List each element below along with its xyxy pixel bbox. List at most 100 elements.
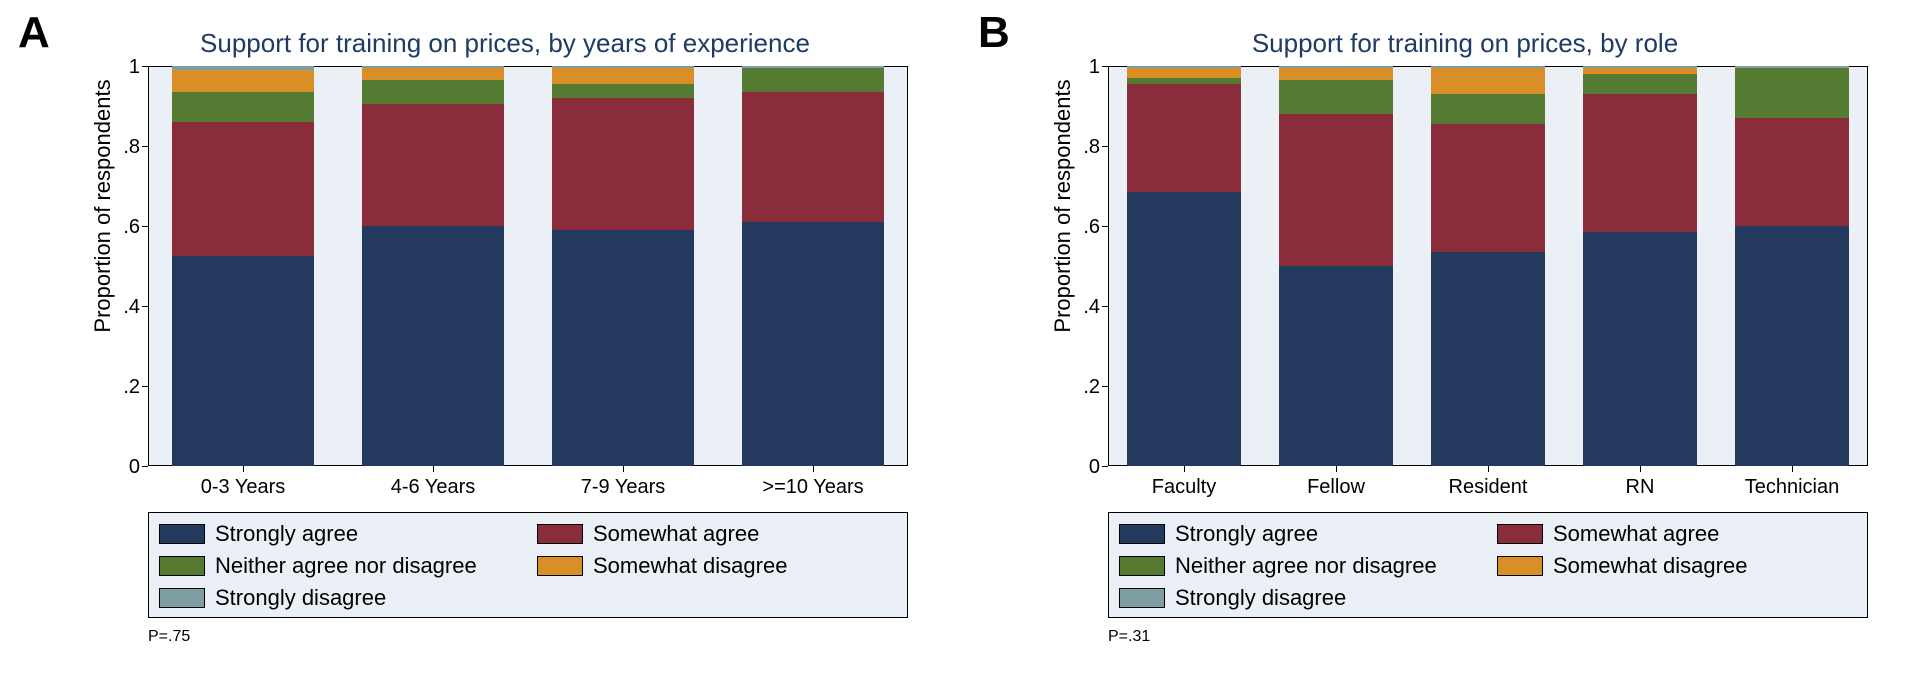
bar-segment bbox=[362, 104, 505, 226]
bar-segment bbox=[552, 230, 695, 466]
bar-segment bbox=[362, 80, 505, 104]
x-category-label: 0-3 Years bbox=[148, 476, 338, 499]
y-tick-label: .4 bbox=[1068, 296, 1100, 319]
y-tick-mark bbox=[1102, 466, 1108, 467]
bar-segment bbox=[362, 68, 505, 80]
bar-segment bbox=[742, 92, 885, 222]
x-category-label: Resident bbox=[1412, 476, 1564, 499]
bar bbox=[1279, 66, 1393, 466]
bar bbox=[552, 66, 695, 466]
y-tick-label: 1 bbox=[108, 56, 140, 79]
y-tick-label: .4 bbox=[108, 296, 140, 319]
legend-item: Neither agree nor disagree bbox=[1119, 553, 1479, 579]
legend-swatch bbox=[1119, 524, 1165, 544]
figure-row: A Support for training on prices, by yea… bbox=[0, 0, 1920, 697]
bar bbox=[172, 66, 315, 466]
legend-label: Strongly agree bbox=[215, 521, 358, 547]
x-tick-mark bbox=[1640, 466, 1641, 472]
panel-B: Support for training on prices, by roleP… bbox=[1030, 16, 1900, 656]
legend: Strongly agree Somewhat agree Neither agre… bbox=[1108, 512, 1868, 618]
y-tick-label: 0 bbox=[108, 456, 140, 479]
x-tick-mark bbox=[1792, 466, 1793, 472]
bar bbox=[1583, 66, 1697, 466]
panel-A-letter: A bbox=[18, 8, 50, 58]
bar-segment bbox=[1431, 124, 1545, 252]
y-tick-mark bbox=[142, 386, 148, 387]
x-category-label: Fellow bbox=[1260, 476, 1412, 499]
bar bbox=[362, 66, 505, 466]
y-tick-mark bbox=[142, 306, 148, 307]
x-tick-mark bbox=[813, 466, 814, 472]
legend-swatch bbox=[537, 524, 583, 544]
y-tick-label: 0 bbox=[1068, 456, 1100, 479]
legend-item: Strongly agree bbox=[159, 521, 519, 547]
bar-segment bbox=[1127, 84, 1241, 192]
bar-segment bbox=[1127, 192, 1241, 466]
bar-segment bbox=[1583, 232, 1697, 466]
bar-segment bbox=[552, 68, 695, 84]
legend: Strongly agree Somewhat agree Neither agre… bbox=[148, 512, 908, 618]
legend-label: Somewhat agree bbox=[1553, 521, 1719, 547]
legend-label: Strongly agree bbox=[1175, 521, 1318, 547]
x-tick-mark bbox=[1488, 466, 1489, 472]
y-tick-label: .8 bbox=[1068, 136, 1100, 159]
legend-label: Strongly disagree bbox=[215, 585, 386, 611]
x-category-label: 4-6 Years bbox=[338, 476, 528, 499]
bar-segment bbox=[1279, 68, 1393, 80]
y-tick-label: .6 bbox=[1068, 216, 1100, 239]
legend-item: Somewhat disagree bbox=[1497, 553, 1857, 579]
bar-segment bbox=[1279, 80, 1393, 114]
y-tick-mark bbox=[142, 466, 148, 467]
bar-segment bbox=[172, 122, 315, 256]
y-tick-label: 1 bbox=[1068, 56, 1100, 79]
y-tick-label: .6 bbox=[108, 216, 140, 239]
legend-item: Strongly disagree bbox=[159, 585, 519, 611]
panel-B-wrap: B Support for training on prices, by rol… bbox=[960, 0, 1920, 697]
y-tick-mark bbox=[142, 66, 148, 67]
bar bbox=[1431, 66, 1545, 466]
bar-segment bbox=[1735, 226, 1849, 466]
bar bbox=[742, 66, 885, 466]
chart-title: Support for training on prices, by role bbox=[1030, 28, 1900, 59]
y-tick-mark bbox=[142, 226, 148, 227]
legend-item: Somewhat disagree bbox=[537, 553, 897, 579]
legend-item: Strongly disagree bbox=[1119, 585, 1479, 611]
x-tick-mark bbox=[243, 466, 244, 472]
bar bbox=[1127, 66, 1241, 466]
legend-label: Somewhat disagree bbox=[593, 553, 787, 579]
legend-label: Somewhat disagree bbox=[1553, 553, 1747, 579]
y-tick-mark bbox=[1102, 226, 1108, 227]
legend-item: Somewhat agree bbox=[537, 521, 897, 547]
bar-segment bbox=[552, 98, 695, 230]
x-category-label: Technician bbox=[1716, 476, 1868, 499]
bar-segment bbox=[1735, 68, 1849, 118]
legend-label: Neither agree nor disagree bbox=[1175, 553, 1437, 579]
y-tick-mark bbox=[1102, 306, 1108, 307]
y-tick-mark bbox=[1102, 386, 1108, 387]
legend-label: Strongly disagree bbox=[1175, 585, 1346, 611]
y-tick-mark bbox=[1102, 66, 1108, 67]
legend-swatch bbox=[1497, 556, 1543, 576]
x-tick-mark bbox=[1336, 466, 1337, 472]
bar-segment bbox=[1279, 266, 1393, 466]
x-category-label: >=10 Years bbox=[718, 476, 908, 499]
x-tick-mark bbox=[623, 466, 624, 472]
legend-label: Somewhat agree bbox=[593, 521, 759, 547]
bar-segment bbox=[172, 256, 315, 466]
bar-segment bbox=[1583, 74, 1697, 94]
y-tick-label: .2 bbox=[108, 376, 140, 399]
legend-swatch bbox=[159, 588, 205, 608]
legend-swatch bbox=[1119, 588, 1165, 608]
bar-segment bbox=[172, 70, 315, 92]
x-tick-mark bbox=[433, 466, 434, 472]
y-tick-mark bbox=[142, 146, 148, 147]
y-tick-mark bbox=[1102, 146, 1108, 147]
bar-segment bbox=[1279, 114, 1393, 266]
legend-label: Neither agree nor disagree bbox=[215, 553, 477, 579]
panel-B-letter: B bbox=[978, 8, 1010, 58]
bar-segment bbox=[742, 68, 885, 92]
x-category-label: Faculty bbox=[1108, 476, 1260, 499]
chart-title: Support for training on prices, by years… bbox=[70, 28, 940, 59]
p-value: P=.75 bbox=[148, 628, 190, 646]
bar-segment bbox=[1735, 118, 1849, 226]
